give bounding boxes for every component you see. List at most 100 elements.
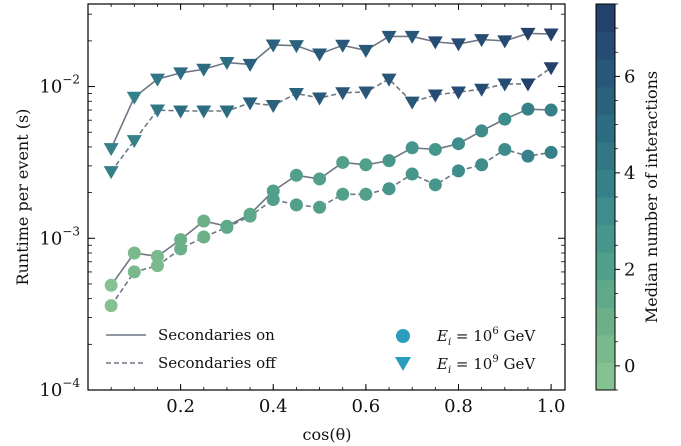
triangle-marker <box>196 105 212 119</box>
data-markers <box>103 27 559 313</box>
circle-marker <box>243 209 257 223</box>
triangle-marker <box>520 27 536 41</box>
triangle-marker <box>520 78 536 92</box>
triangle-marker <box>497 35 513 49</box>
triangle-marker <box>358 44 374 58</box>
triangle-marker <box>196 63 212 77</box>
triangle-marker <box>474 34 490 48</box>
colorbar: 0 2 4 6 <box>596 3 635 391</box>
colorbar-segment <box>596 59 615 88</box>
circle-marker <box>405 141 419 155</box>
circle-marker <box>313 172 327 186</box>
plot-area <box>87 3 566 391</box>
circle-marker <box>197 230 211 244</box>
triangle-marker <box>381 30 397 44</box>
colorbar-segment <box>596 307 615 336</box>
y-tick-label: 10−2 <box>39 73 80 98</box>
circle-marker <box>174 233 188 247</box>
circle-marker <box>475 158 489 172</box>
circle-marker <box>428 178 442 192</box>
circle-marker <box>336 155 350 169</box>
legend-exp: 9 <box>492 354 498 365</box>
triangle-marker <box>381 73 397 87</box>
colorbar-tick-label: 4 <box>624 163 635 184</box>
legend-e-symbol: E <box>436 327 448 345</box>
triangle-marker <box>427 89 443 103</box>
legend-marker-triangle <box>395 357 411 371</box>
colorbar-segment <box>596 252 615 281</box>
triangle-marker <box>358 86 374 100</box>
triangle-marker <box>543 62 559 76</box>
legend-label-secondaries-on: Secondaries on <box>158 326 275 344</box>
circle-marker <box>521 149 535 163</box>
circle-marker <box>150 249 164 263</box>
triangle-marker <box>173 105 189 119</box>
legend-unit: GeV <box>499 327 537 345</box>
legend-marker-circle <box>396 329 410 343</box>
colorbar-segment <box>596 224 615 253</box>
triangle-marker <box>450 86 466 100</box>
legend-unit: GeV <box>499 355 537 373</box>
triangle-marker <box>103 166 119 180</box>
axis-ticks: 0.2 0.4 0.6 0.8 1.0 10−4 10−3 10−2 <box>39 4 565 417</box>
circle-marker <box>544 145 558 159</box>
triangle-marker <box>173 67 189 81</box>
x-tick-label: 0.6 <box>352 396 381 417</box>
colorbar-segment <box>596 4 615 33</box>
circle-marker <box>498 142 512 156</box>
colorbar-tick-label: 6 <box>624 66 635 87</box>
triangle-marker <box>126 91 142 105</box>
triangle-marker <box>404 30 420 44</box>
x-tick-label: 0.4 <box>259 396 288 417</box>
legend-label-secondaries-off: Secondaries off <box>158 354 277 372</box>
triangle-marker <box>126 135 142 149</box>
circle-marker <box>174 242 188 256</box>
triangle-marker <box>312 48 328 62</box>
colorbar-segment <box>596 362 615 391</box>
triangle-marker <box>427 36 443 50</box>
colorbar-segment <box>596 31 615 60</box>
colorbar-tick-label: 0 <box>624 356 635 377</box>
legend-label-energy-1e6: Ei = 106 GeV <box>436 326 536 348</box>
legend: Secondaries on Secondaries off Ei = 106 … <box>106 326 536 376</box>
circle-marker <box>359 187 373 201</box>
y-axis-label: Runtime per event (s) <box>13 109 32 286</box>
circle-marker <box>382 182 396 196</box>
colorbar-segment <box>596 141 615 170</box>
triangle-marker <box>242 97 258 111</box>
circle-marker <box>451 164 465 178</box>
triangle-marker <box>149 104 165 118</box>
colorbar-segment <box>596 169 615 198</box>
triangle-marker <box>450 38 466 52</box>
circle-marker <box>544 103 558 117</box>
circle-marker <box>521 102 535 116</box>
triangle-marker <box>288 87 304 101</box>
legend-label-energy-1e9: Ei = 109 GeV <box>436 354 536 376</box>
x-axis-label: cos(θ) <box>303 425 352 444</box>
triangle-marker <box>103 143 119 157</box>
circle-marker <box>428 142 442 156</box>
colorbar-segment <box>596 86 615 115</box>
x-tick-label: 0.2 <box>166 396 195 417</box>
triangle-marker <box>219 105 235 119</box>
legend-e-symbol: E <box>436 355 448 373</box>
x-tick-label: 1.0 <box>537 396 566 417</box>
legend-exp: 6 <box>492 326 498 337</box>
circle-marker <box>405 167 419 181</box>
triangle-marker <box>265 39 281 53</box>
triangle-marker <box>543 28 559 42</box>
x-tick-label: 0.8 <box>444 396 473 417</box>
y-tick-label: 10−4 <box>39 376 80 401</box>
circle-marker <box>266 193 280 207</box>
circle-marker <box>451 137 465 151</box>
triangle-marker <box>404 96 420 110</box>
colorbar-segment <box>596 197 615 226</box>
circle-marker <box>313 200 327 214</box>
triangle-marker <box>497 78 513 92</box>
triangle-marker <box>149 73 165 87</box>
circle-marker <box>127 265 141 279</box>
circle-marker <box>220 220 234 234</box>
circle-marker <box>382 154 396 168</box>
triangle-marker <box>335 39 351 53</box>
